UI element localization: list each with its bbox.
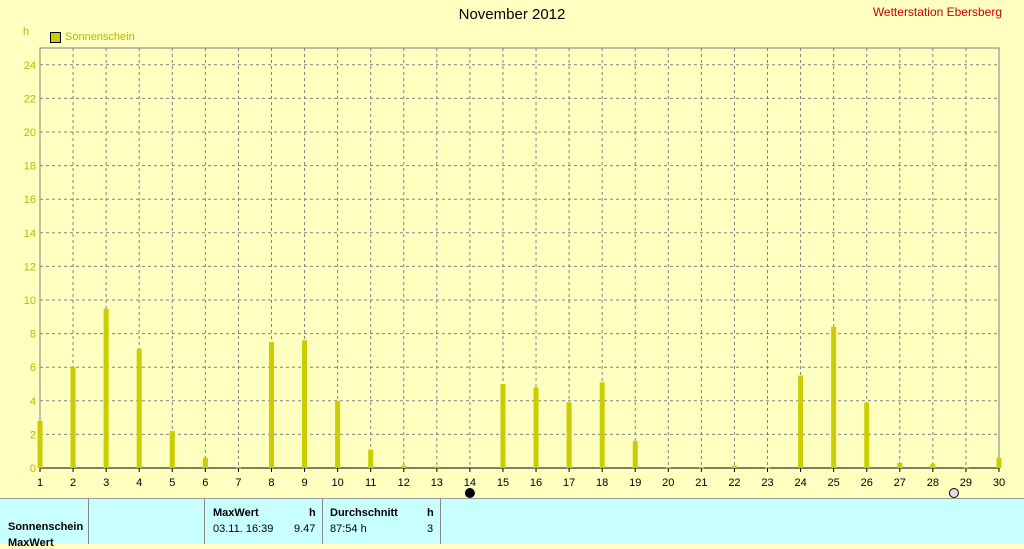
average-count: 3 (427, 523, 434, 535)
maxwert-value: 9.47 (294, 523, 316, 535)
bar (202, 457, 208, 468)
y-tick-label: 8 (30, 329, 36, 341)
bar (963, 467, 969, 469)
x-tick-label: 7 (235, 477, 241, 489)
bar (996, 457, 1002, 468)
y-tick-label: 22 (24, 93, 36, 105)
x-tick-label: 28 (927, 477, 939, 489)
y-tick-label: 6 (30, 362, 36, 374)
x-tick-label: 5 (169, 477, 175, 489)
x-tick-label: 14 (464, 477, 476, 489)
x-tick-label: 9 (301, 477, 307, 489)
maxwert-unit: h (309, 507, 316, 519)
bar (302, 340, 308, 468)
bar (70, 367, 76, 468)
bar (368, 449, 374, 468)
bar (434, 466, 440, 468)
y-tick-label: 2 (30, 429, 36, 441)
bar (566, 402, 572, 468)
bar (798, 375, 804, 468)
x-tick-label: 13 (431, 477, 443, 489)
x-tick-label: 29 (960, 477, 972, 489)
stats-table: Sonnenschein MaxWert MaxWert h 03.11. 16… (0, 498, 1024, 549)
bar (765, 467, 771, 469)
bar (632, 441, 638, 468)
x-tick-label: 25 (828, 477, 840, 489)
y-tick-label: 18 (24, 161, 36, 173)
bar (37, 420, 43, 468)
legend-label: Sonnenschein (65, 31, 135, 43)
bar (401, 465, 407, 468)
bar (533, 387, 539, 468)
x-tick-label: 18 (596, 477, 608, 489)
bar (335, 400, 341, 468)
bar (665, 467, 671, 469)
legend-swatch (50, 31, 61, 43)
average-value: 87:54 h (330, 523, 367, 535)
y-tick-label: 4 (30, 396, 36, 408)
y-tick-label: 0 (30, 463, 36, 475)
bar (268, 342, 274, 468)
x-tick-label: 23 (761, 477, 773, 489)
chart-title: November 2012 (458, 6, 566, 23)
x-tick-label: 6 (202, 477, 208, 489)
x-tick-label: 24 (794, 477, 806, 489)
bar (235, 467, 241, 469)
row-label-cell: Sonnenschein MaxWert (0, 499, 89, 549)
x-tick-label: 4 (136, 477, 142, 489)
row-label-2: MaxWert (8, 537, 54, 549)
x-tick-label: 2 (70, 477, 76, 489)
x-tick-label: 10 (331, 477, 343, 489)
x-tick-label: 20 (662, 477, 674, 489)
bar (599, 382, 605, 468)
maxwert-header: MaxWert (213, 507, 259, 519)
y-tick-label: 12 (24, 261, 36, 273)
legend: Sonnenschein (50, 31, 135, 43)
full-moon-icon (948, 488, 959, 498)
bar (500, 384, 506, 468)
x-tick-label: 15 (497, 477, 509, 489)
bar (831, 326, 837, 468)
plot-frame (39, 47, 1000, 469)
x-tick-label: 26 (861, 477, 873, 489)
row-label: Sonnenschein (8, 521, 84, 533)
x-tick-label: 17 (563, 477, 575, 489)
y-axis-unit: h (23, 26, 30, 38)
bar (103, 308, 109, 468)
bar (864, 402, 870, 468)
y-tick-label: 14 (24, 228, 36, 240)
station-name: Wetterstation Ebersberg (872, 5, 1002, 19)
bar (136, 348, 142, 468)
spacer-cell (88, 499, 205, 544)
x-tick-label: 16 (530, 477, 542, 489)
x-tick-label: 12 (398, 477, 410, 489)
new-moon-icon (464, 488, 475, 498)
bar (930, 463, 936, 468)
average-cell: Durchschnitt h 87:54 h 3 (323, 499, 441, 544)
x-tick-label: 30 (993, 477, 1005, 489)
y-tick-label: 20 (24, 127, 36, 139)
x-tick-label: 19 (629, 477, 641, 489)
y-tick-label: 10 (24, 295, 36, 307)
x-tick-label: 11 (365, 477, 376, 489)
x-tick-label: 3 (103, 477, 109, 489)
average-header: Durchschnitt (330, 507, 398, 519)
average-unit: h (427, 507, 434, 519)
bar (897, 462, 903, 468)
bar (169, 431, 175, 468)
bar (698, 467, 704, 469)
y-tick-label: 16 (24, 194, 36, 206)
maxwert-time: 03.11. 16:39 (213, 523, 274, 535)
x-tick-label: 27 (894, 477, 906, 489)
x-tick-label: 8 (268, 477, 274, 489)
x-tick-label: 22 (728, 477, 740, 489)
maxwert-cell: MaxWert h 03.11. 16:39 9.47 (205, 499, 323, 544)
y-tick-label: 24 (24, 60, 36, 72)
x-tick-label: 21 (695, 477, 707, 489)
x-tick-label: 1 (37, 477, 43, 489)
bar (731, 465, 737, 468)
